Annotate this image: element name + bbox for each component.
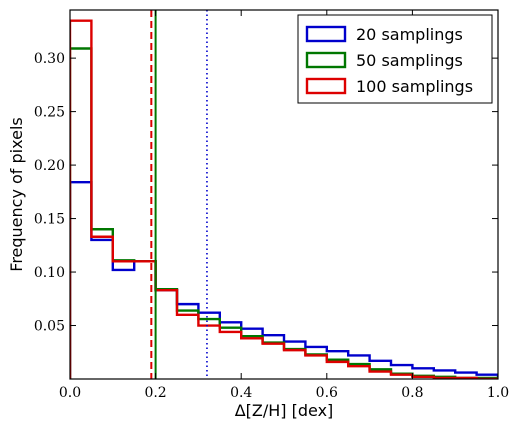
legend: 20 samplings 50 samplings 100 samplings [297,14,493,104]
y-tick-label: 0.30 [34,51,65,67]
y-tick-label: 0.25 [34,105,65,121]
y-tick-label: 0.05 [34,319,65,335]
x-tick-label: 0.6 [316,385,338,401]
x-tick-label: 0.2 [144,385,166,401]
y-axis-label: Frequency of pixels [7,117,26,271]
legend-swatch-3 [305,77,347,95]
legend-label-2: 50 samplings [356,51,463,70]
x-tick-label: 1.0 [487,385,509,401]
legend-label-3: 100 samplings [356,77,473,96]
legend-swatch-1 [305,25,347,43]
legend-label-1: 20 samplings [356,25,463,44]
x-axis-label: Δ[Z/H] [dex] [235,401,334,420]
x-tick-label: 0.8 [401,385,423,401]
histogram-series-1 [70,181,498,379]
x-tick-label: 0.0 [59,385,81,401]
x-tick-label: 0.4 [230,385,252,401]
legend-box [297,14,493,104]
legend-swatch-2 [305,51,347,69]
y-tick-label: 0.15 [34,212,65,228]
plot-frame [69,9,499,380]
marker-layer [150,10,208,379]
y-tick-label: 0.20 [34,158,65,174]
y-tick-label: 0.10 [34,265,65,281]
